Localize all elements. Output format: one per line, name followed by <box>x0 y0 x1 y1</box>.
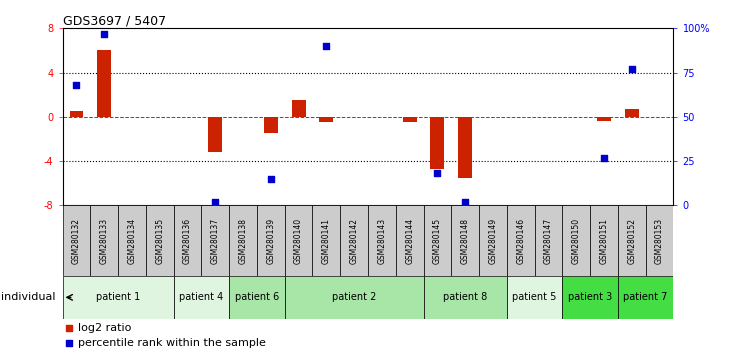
Point <box>71 82 82 88</box>
Bar <box>645 205 673 276</box>
Text: GSM280132: GSM280132 <box>72 218 81 264</box>
Bar <box>319 117 333 122</box>
Text: patient 2: patient 2 <box>332 292 376 302</box>
Text: percentile rank within the sample: percentile rank within the sample <box>78 338 266 348</box>
Bar <box>618 205 645 276</box>
Text: GSM280143: GSM280143 <box>378 218 386 264</box>
Bar <box>174 205 202 276</box>
Bar <box>69 111 83 117</box>
Bar <box>423 276 507 319</box>
Bar <box>229 276 285 319</box>
Text: patient 5: patient 5 <box>512 292 557 302</box>
Text: patient 7: patient 7 <box>623 292 668 302</box>
Point <box>63 325 74 330</box>
Bar <box>202 205 229 276</box>
Text: GSM280134: GSM280134 <box>127 218 136 264</box>
Text: GSM280142: GSM280142 <box>350 218 358 264</box>
Bar <box>285 205 313 276</box>
Text: patient 3: patient 3 <box>568 292 612 302</box>
Bar <box>291 100 305 117</box>
Point <box>265 176 277 182</box>
Text: GSM280148: GSM280148 <box>461 218 470 264</box>
Text: GSM280151: GSM280151 <box>600 218 609 264</box>
Text: GSM280144: GSM280144 <box>405 218 414 264</box>
Bar <box>507 205 534 276</box>
Text: GSM280153: GSM280153 <box>655 218 664 264</box>
Text: GSM280145: GSM280145 <box>433 218 442 264</box>
Bar <box>562 205 590 276</box>
Text: GSM280147: GSM280147 <box>544 218 553 264</box>
Point <box>431 171 443 176</box>
Bar <box>479 205 507 276</box>
Bar <box>174 276 229 319</box>
Bar <box>313 205 340 276</box>
Bar <box>257 205 285 276</box>
Bar <box>459 117 472 178</box>
Bar <box>625 109 639 117</box>
Text: GSM280140: GSM280140 <box>294 218 303 264</box>
Bar <box>264 117 277 133</box>
Text: GSM280135: GSM280135 <box>155 218 164 264</box>
Bar <box>403 117 417 122</box>
Point <box>459 199 471 205</box>
Point <box>210 199 222 205</box>
Bar <box>562 276 618 319</box>
Bar <box>431 117 445 169</box>
Bar <box>396 205 423 276</box>
Point <box>626 66 637 72</box>
Bar <box>534 205 562 276</box>
Text: GSM280137: GSM280137 <box>210 218 220 264</box>
Text: patient 8: patient 8 <box>443 292 487 302</box>
Bar <box>590 205 618 276</box>
Bar <box>91 205 118 276</box>
Point <box>320 43 332 49</box>
Bar <box>340 205 368 276</box>
Text: GSM280150: GSM280150 <box>572 218 581 264</box>
Text: GSM280146: GSM280146 <box>516 218 526 264</box>
Text: GDS3697 / 5407: GDS3697 / 5407 <box>63 14 166 27</box>
Bar <box>451 205 479 276</box>
Bar <box>208 117 222 152</box>
Bar <box>118 205 146 276</box>
Bar <box>618 276 673 319</box>
Text: GSM280152: GSM280152 <box>627 218 637 264</box>
Text: patient 4: patient 4 <box>180 292 224 302</box>
Bar <box>97 51 111 117</box>
Text: GSM280139: GSM280139 <box>266 218 275 264</box>
Point <box>598 155 610 160</box>
Point <box>63 341 74 346</box>
Text: patient 6: patient 6 <box>235 292 279 302</box>
Bar <box>285 276 423 319</box>
Text: log2 ratio: log2 ratio <box>78 322 131 332</box>
Bar <box>146 205 174 276</box>
Bar <box>597 117 611 121</box>
Point <box>99 31 110 36</box>
Text: GSM280138: GSM280138 <box>238 218 247 264</box>
Bar <box>368 205 396 276</box>
Bar <box>229 205 257 276</box>
Bar <box>63 205 91 276</box>
Text: GSM280136: GSM280136 <box>183 218 192 264</box>
Text: GSM280141: GSM280141 <box>322 218 331 264</box>
Bar <box>63 276 174 319</box>
Text: individual: individual <box>1 292 56 302</box>
Bar <box>507 276 562 319</box>
Text: GSM280149: GSM280149 <box>489 218 498 264</box>
Text: GSM280133: GSM280133 <box>99 218 109 264</box>
Text: patient 1: patient 1 <box>96 292 141 302</box>
Bar <box>423 205 451 276</box>
